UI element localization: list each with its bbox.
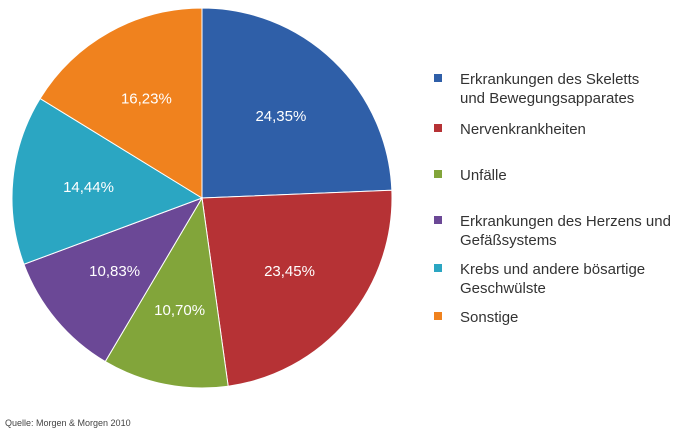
source-note: Quelle: Morgen & Morgen 2010 [5, 418, 131, 428]
legend-label-line: Gefäßsystems [460, 232, 557, 249]
legend-swatch-sonstige [434, 312, 442, 320]
legend-swatch-unfaelle [434, 170, 442, 178]
legend-label-sonstige: Sonstige [460, 308, 680, 327]
legend-label-line: Geschwülste [460, 280, 546, 297]
legend-label-line: Unfälle [460, 167, 507, 184]
legend-label-line: Nervenkrankheiten [460, 121, 586, 138]
pie-value-labels: 24,35% 23,45% 10,70% 10,83% 14,44% 16,23% [63, 91, 315, 319]
pie-slice-krebs [11, 97, 204, 265]
legend-label-unfaelle: Unfälle [460, 166, 680, 185]
legend-label-line: Krebs und andere bösartige [460, 261, 646, 278]
legend-label-line: und Bewegungsapparates [460, 90, 635, 107]
pie-value-label-nerven: 23,45% [264, 263, 315, 280]
pie-slice-sonstige [39, 7, 203, 199]
legend-swatch-nerven [434, 124, 442, 132]
pie-chart: 24,35% 23,45% 10,70% 10,83% 14,44% 16,23% [11, 7, 393, 389]
legend-label-nerven: Nervenkrankheiten [460, 120, 680, 139]
legend-label-line: Erkrankungen des Herzens und [460, 213, 671, 230]
legend-label-line: Erkrankungen des Skeletts [460, 71, 640, 88]
pie-value-label-sonstige: 16,23% [121, 91, 172, 108]
pie-value-label-herz: 10,83% [89, 263, 140, 280]
pie-slice-herz [23, 197, 204, 363]
pie-slice-unfaelle [104, 196, 229, 389]
pie-slice-skelett [201, 7, 393, 199]
pie-slice-nerven [201, 189, 393, 387]
pie-slices [11, 7, 393, 389]
legend-swatch-skelett [434, 74, 442, 82]
legend-label-herz: Erkrankungen des Herzens und Gefäßsystem… [460, 212, 680, 250]
legend-label-skelett: Erkrankungen des Skeletts und Bewegungsa… [460, 70, 680, 108]
legend-label-line: Sonstige [460, 309, 519, 326]
legend-label-krebs: Krebs und andere bösartige Geschwülste [460, 260, 680, 298]
pie-value-label-krebs: 14,44% [63, 179, 114, 196]
pie-value-label-skelett: 24,35% [255, 108, 306, 125]
legend-swatch-herz [434, 216, 442, 224]
pie-value-label-unfaelle: 10,70% [154, 302, 205, 319]
legend-swatch-krebs [434, 264, 442, 272]
